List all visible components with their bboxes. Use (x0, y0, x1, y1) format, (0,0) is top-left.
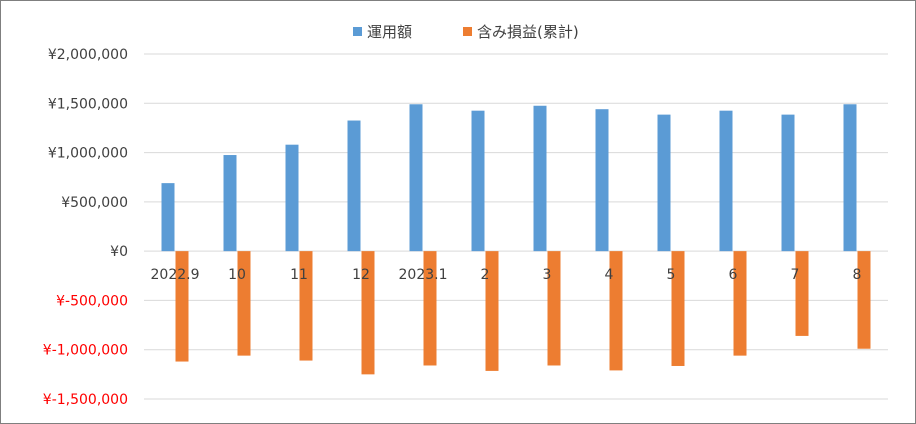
bar-fukumi-soneki-5 (485, 251, 499, 371)
y-tick-label: ¥2,000,000 (48, 47, 128, 63)
legend: 運用額 含み損益(累計) (353, 23, 579, 41)
y-tick-label: ¥1,500,000 (48, 96, 128, 112)
x-tick-label: 11 (290, 267, 308, 283)
x-tick-label: 12 (352, 267, 370, 283)
x-tick-label: 2 (481, 267, 490, 283)
x-tick-label: 10 (228, 267, 246, 283)
y-tick-label: ¥1,000,000 (48, 146, 128, 162)
bar-fukumi-soneki-3 (361, 251, 375, 375)
y-tick-label: ¥-1,000,000 (43, 343, 128, 359)
bar-fukumi-soneki-7 (609, 251, 623, 371)
legend-label-0: 運用額 (367, 23, 412, 41)
legend-swatch-1 (463, 27, 472, 36)
bar-fukumi-soneki-6 (547, 251, 561, 366)
bar-fukumi-soneki-4 (423, 251, 437, 366)
y-tick-label: ¥0 (110, 244, 128, 260)
bar-unyougaku-8 (657, 114, 671, 252)
y-tick-label: ¥-1,500,000 (43, 392, 128, 408)
bar-fukumi-soneki-11 (857, 251, 871, 349)
bar-unyougaku-11 (843, 104, 857, 252)
x-axis-tick-labels: 2022.9 10 11 12 2023.1 2 3 4 5 6 7 8 (151, 267, 862, 283)
y-axis-tick-labels: ¥2,000,000 ¥1,500,000 ¥1,000,000 ¥500,000 ¥0… (43, 47, 128, 408)
bars (161, 104, 871, 375)
legend-label-1: 含み損益(累計) (477, 23, 579, 41)
bar-unyougaku-6 (533, 105, 547, 252)
bar-unyougaku-10 (781, 114, 795, 252)
bar-fukumi-soneki-1 (237, 251, 251, 356)
bar-fukumi-soneki-0 (175, 251, 189, 362)
bar-unyougaku-7 (595, 109, 609, 252)
bar-unyougaku-2 (285, 144, 299, 252)
y-tick-label: ¥-500,000 (56, 293, 128, 309)
bar-fukumi-soneki-2 (299, 251, 313, 361)
bar-fukumi-soneki-9 (733, 251, 747, 356)
bar-unyougaku-5 (471, 110, 485, 252)
legend-swatch-0 (353, 27, 362, 36)
bar-unyougaku-1 (223, 155, 237, 252)
x-tick-label: 5 (667, 267, 676, 283)
x-tick-label: 4 (605, 267, 614, 283)
bar-unyougaku-3 (347, 120, 361, 252)
x-tick-label: 7 (791, 267, 800, 283)
gridlines (144, 53, 888, 400)
bar-fukumi-soneki-8 (671, 251, 685, 366)
x-tick-label: 2023.1 (399, 267, 448, 283)
x-tick-label: 6 (729, 267, 738, 283)
y-tick-label: ¥500,000 (61, 195, 128, 211)
bar-unyougaku-9 (719, 110, 733, 252)
x-tick-label: 3 (543, 267, 552, 283)
bar-fukumi-soneki-10 (795, 251, 809, 336)
bar-unyougaku-4 (409, 104, 423, 252)
x-tick-label: 2022.9 (151, 267, 200, 283)
x-tick-label: 8 (853, 267, 862, 283)
bar-unyougaku-0 (161, 183, 175, 252)
